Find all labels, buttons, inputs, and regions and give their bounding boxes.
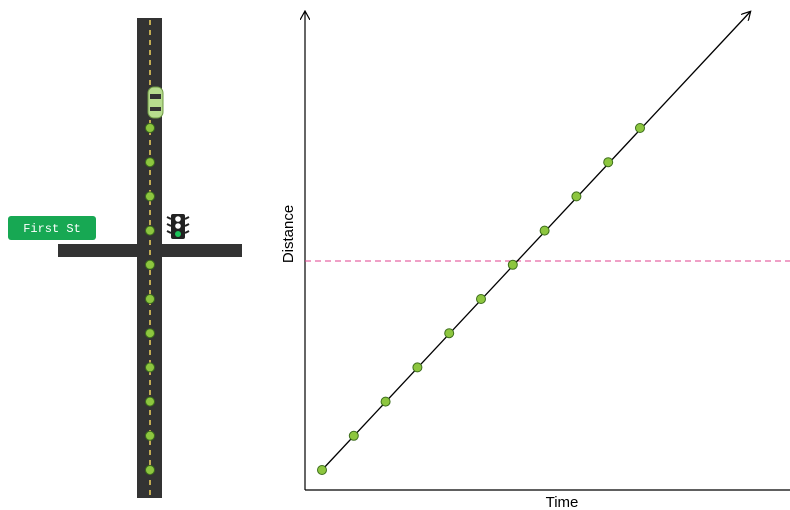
dot bbox=[445, 329, 454, 338]
dot bbox=[146, 260, 155, 269]
dot bbox=[477, 295, 486, 304]
dot bbox=[146, 158, 155, 167]
dot bbox=[146, 363, 155, 372]
dot bbox=[146, 124, 155, 133]
dot bbox=[572, 192, 581, 201]
dot bbox=[146, 226, 155, 235]
dot bbox=[381, 397, 390, 406]
dot bbox=[146, 329, 155, 338]
dot bbox=[413, 363, 422, 372]
y-axis-label: Distance bbox=[280, 205, 297, 263]
dot bbox=[349, 431, 358, 440]
dot bbox=[146, 397, 155, 406]
dot bbox=[540, 226, 549, 235]
dot bbox=[636, 124, 645, 133]
dot bbox=[508, 260, 517, 269]
dot bbox=[146, 295, 155, 304]
x-axis-label: Time bbox=[546, 494, 579, 510]
traffic-light bbox=[167, 214, 189, 239]
car bbox=[148, 87, 163, 118]
dot bbox=[604, 158, 613, 167]
dot bbox=[146, 431, 155, 440]
dot bbox=[318, 466, 327, 475]
distance-time-graph: Distance Time bbox=[280, 12, 790, 510]
scene: First St Distance Time bbox=[0, 0, 790, 510]
dot bbox=[146, 192, 155, 201]
dot bbox=[146, 466, 155, 475]
street-label: First St bbox=[23, 222, 81, 236]
road-map: First St bbox=[8, 18, 242, 498]
